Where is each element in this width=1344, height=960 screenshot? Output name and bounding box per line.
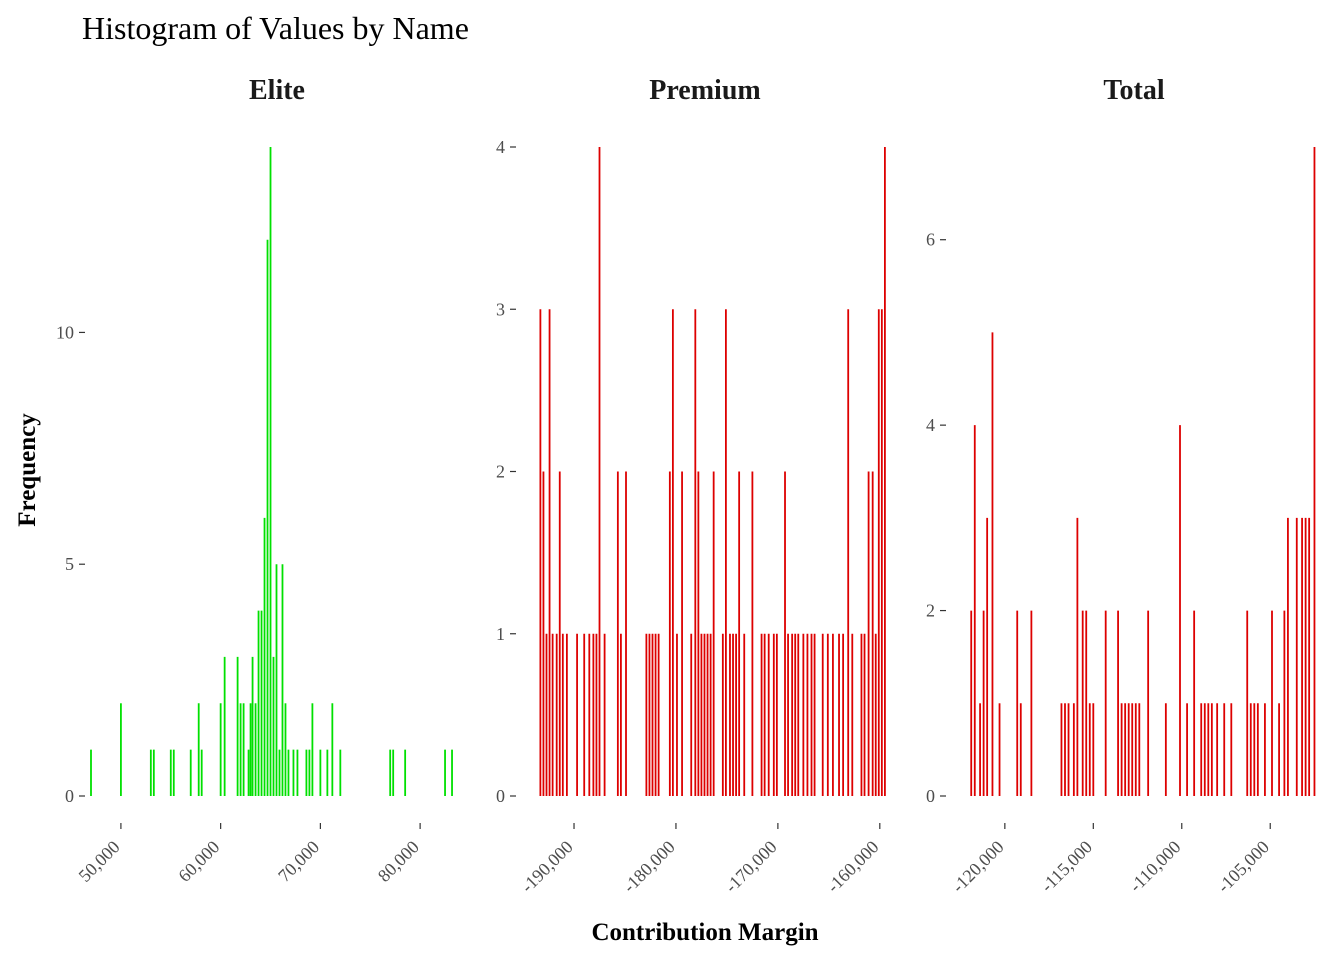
panel-total: Total 0 2 4 6 -120,000 -115,000 -110,000 -105,00… — [926, 75, 1316, 897]
y-tick-label: 0 — [926, 786, 935, 806]
x-tick-label: -110,000 — [1125, 837, 1184, 896]
y-tick-label: 0 — [65, 786, 74, 806]
x-axis-title: Contribution Margin — [591, 919, 818, 946]
y-tick-label: 3 — [496, 299, 505, 319]
y-tick-label: 4 — [496, 137, 505, 157]
y-tick-label: 4 — [926, 415, 935, 435]
x-tick-label: 60,000 — [174, 837, 223, 886]
panel-premium: Premium 0 1 2 3 4 -190,000 -180,000 -170,000 -160… — [496, 75, 886, 897]
x-tick-label: -160,000 — [823, 837, 883, 897]
x-tick-label: 70,000 — [274, 837, 323, 886]
panel-elite: Elite 0 5 10 50,000 60,000 70,000 80,000 — [56, 75, 453, 886]
y-tick-label: 1 — [496, 624, 505, 644]
x-tick-label: -120,000 — [948, 837, 1008, 897]
y-tick-label: 5 — [65, 554, 74, 574]
chart-title: Histogram of Values by Name — [82, 10, 469, 46]
y-tick-label: 10 — [56, 322, 74, 342]
facet-label-premium: Premium — [649, 75, 760, 106]
x-tick-label: -115,000 — [1037, 837, 1096, 896]
x-tick-label: -190,000 — [517, 837, 577, 897]
y-tick-label: 2 — [496, 462, 505, 482]
y-axis-title: Frequency — [14, 413, 41, 527]
y-tick-label: 0 — [496, 786, 505, 806]
x-tick-label: -105,000 — [1213, 837, 1273, 897]
y-tick-label: 6 — [926, 230, 935, 250]
x-tick-label: -180,000 — [619, 837, 679, 897]
facet-label-total: Total — [1103, 75, 1164, 106]
x-tick-label: -170,000 — [721, 837, 781, 897]
facet-label-elite: Elite — [249, 75, 305, 106]
y-tick-label: 2 — [926, 601, 935, 621]
x-tick-label: 50,000 — [75, 837, 124, 886]
x-tick-label: 80,000 — [374, 837, 423, 886]
